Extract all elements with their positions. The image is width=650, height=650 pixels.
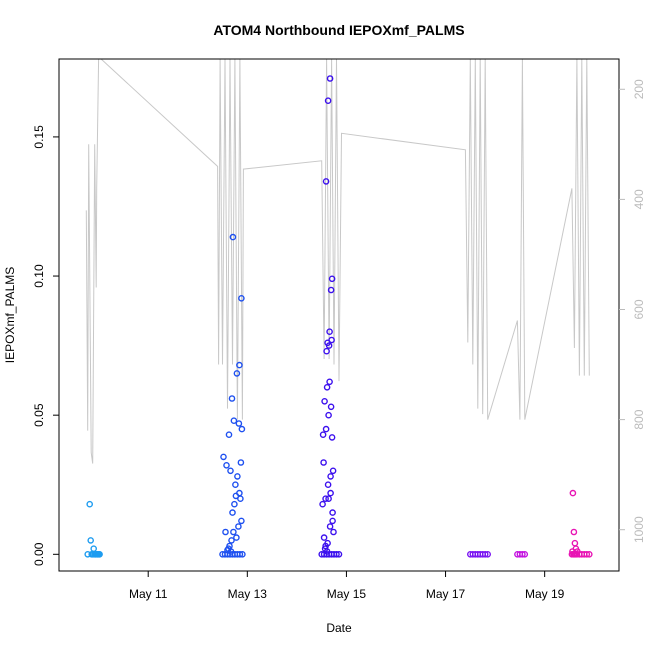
data-point: [326, 378, 333, 386]
data-point: [234, 473, 241, 480]
data-point: [323, 383, 331, 391]
plot-frame: [58, 58, 620, 572]
data-point: [237, 459, 245, 466]
data-point: [227, 548, 235, 555]
data-point: [329, 467, 337, 475]
data-point: [329, 517, 336, 525]
data-point: [322, 178, 330, 185]
data-point: [569, 489, 577, 497]
data-point: [323, 548, 331, 555]
data-point: [236, 551, 244, 558]
data-point: [238, 294, 245, 302]
data-point: [333, 551, 340, 558]
y-axis-label: IEPOXmf_PALMS: [3, 267, 17, 363]
data-point: [481, 551, 489, 558]
data-point: [328, 275, 336, 283]
x-tick-label: May 19: [525, 587, 565, 601]
data-point: [324, 97, 332, 104]
data-point: [238, 517, 245, 525]
data-point: [238, 425, 246, 433]
data-point: [327, 473, 334, 480]
data-point: [325, 411, 332, 419]
data-point: [229, 509, 236, 516]
track-layer: [85, 58, 590, 464]
data-point: [326, 328, 333, 336]
x-axis: May 11 May 13 May 15 May 17 May 19: [129, 571, 565, 601]
y-tick-label: 0.05: [32, 403, 46, 427]
data-point: [235, 420, 243, 427]
data-point: [228, 395, 236, 402]
data-point: [225, 431, 233, 439]
data-point: [326, 523, 334, 530]
data-point: [236, 361, 243, 369]
data-point: [230, 417, 238, 425]
data-point: [230, 528, 237, 536]
data-point: [571, 539, 579, 547]
data-point: [239, 551, 246, 558]
data-point: [519, 551, 526, 558]
data-point: [325, 495, 332, 503]
y2-tick-label: 400: [632, 189, 646, 209]
y-tick-label: 0.10: [32, 264, 46, 288]
data-point: [327, 403, 335, 411]
data-point: [220, 453, 227, 461]
data-point: [328, 434, 336, 441]
y2-tick-label: 200: [632, 79, 646, 99]
data-point: [324, 339, 331, 347]
x-axis-label: Date: [326, 621, 352, 635]
y-tick-label: 0.15: [32, 125, 46, 149]
data-point: [586, 551, 593, 558]
data-point: [319, 500, 326, 508]
data-point: [322, 495, 329, 503]
data-point: [327, 489, 334, 497]
data-point: [327, 286, 335, 294]
y2-axis: 200 400 600 800 1000: [619, 79, 646, 543]
y2-tick-label: 600: [632, 299, 646, 319]
data-point: [233, 370, 241, 377]
data-point: [583, 551, 591, 558]
data-point: [321, 397, 328, 405]
data-point: [521, 551, 529, 558]
data-point: [222, 528, 229, 536]
y-axis: 0.00 0.05 0.10 0.15: [32, 125, 59, 566]
data-point: [324, 481, 332, 489]
data-point: [484, 551, 492, 558]
data-point: [322, 425, 330, 433]
data-point: [323, 347, 330, 355]
data-point: [87, 537, 94, 544]
data-point: [319, 431, 327, 439]
data-point: [228, 537, 235, 544]
x-tick-label: May 17: [426, 587, 466, 601]
data-point: [320, 534, 328, 541]
data-point: [326, 75, 334, 82]
data-point: [223, 461, 230, 469]
data-point: [233, 534, 240, 541]
data-point: [229, 233, 237, 241]
y2-tick-label: 1000: [632, 516, 646, 543]
data-point: [232, 481, 239, 489]
data-point: [95, 551, 103, 558]
data-point: [335, 551, 343, 558]
y2-tick-label: 800: [632, 409, 646, 429]
data-point: [90, 545, 97, 553]
x-tick-label: May 13: [228, 587, 268, 601]
x-tick-label: May 15: [327, 587, 367, 601]
data-point: [330, 528, 337, 536]
y-tick-label: 0.00: [32, 542, 46, 566]
data-point: [569, 548, 576, 555]
data-point: [232, 492, 240, 500]
data-point: [227, 467, 234, 475]
data-point: [231, 500, 238, 508]
x-tick-label: May 11: [129, 587, 168, 601]
data-point: [329, 509, 336, 516]
data-point: [235, 523, 242, 530]
data-point: [86, 500, 93, 508]
chart-title: ATOM4 Northbound IEPOXmf_PALMS: [213, 22, 464, 38]
data-point: [320, 459, 327, 466]
data-point: [570, 528, 578, 536]
track-line: [85, 58, 590, 464]
points-layer: [84, 75, 593, 558]
